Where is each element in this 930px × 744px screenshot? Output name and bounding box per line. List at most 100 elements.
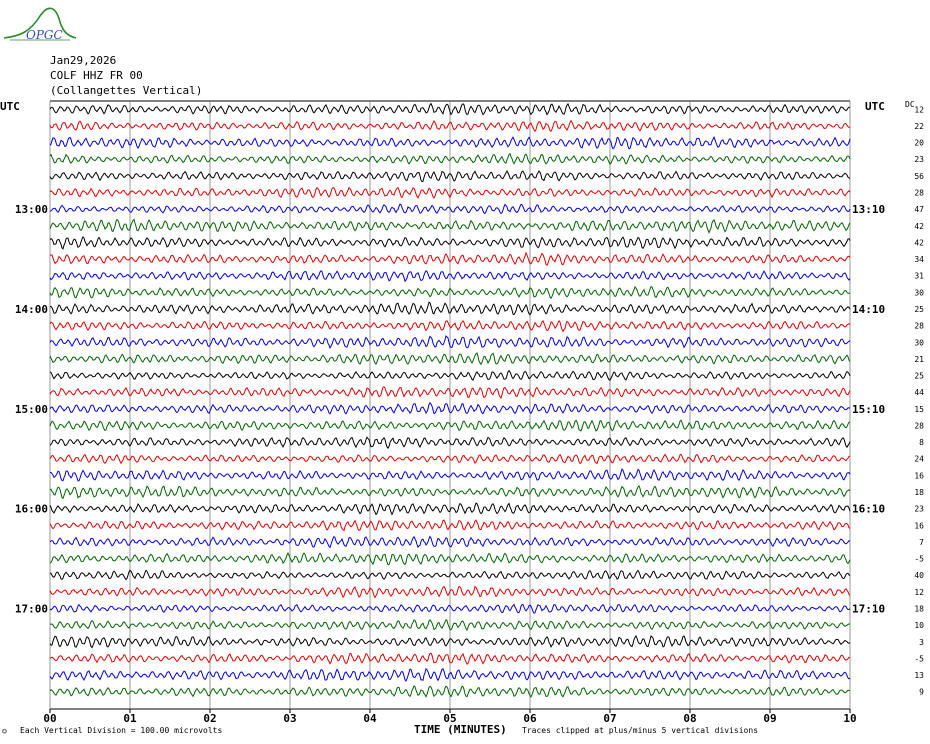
- x-tick-label: 10: [843, 712, 856, 725]
- right-hour-label: 14:10: [852, 303, 885, 316]
- dc-offset-label: 9: [919, 688, 924, 697]
- dc-offset-label: 3: [919, 638, 924, 647]
- seismic-trace: [49, 203, 851, 215]
- seismic-trace: [49, 119, 851, 133]
- dc-label: DC: [905, 100, 915, 109]
- dc-offset-label: 18: [914, 488, 924, 497]
- dc-offset-label: 47: [914, 205, 924, 214]
- seismic-trace: [49, 502, 851, 516]
- dc-offset-label: 13: [914, 671, 924, 680]
- seismic-trace: [49, 585, 851, 599]
- dc-offset-label: 23: [914, 505, 924, 514]
- x-tick-label: 00: [43, 712, 56, 725]
- x-tick-label: 09: [763, 712, 776, 725]
- seismic-trace: [49, 170, 851, 183]
- x-tick-label: 02: [203, 712, 216, 725]
- clip-note: Traces clipped at plus/minus 5 vertical …: [522, 726, 759, 735]
- right-hour-label: 15:10: [852, 403, 885, 416]
- dc-offset-label: 56: [914, 172, 924, 181]
- axis-labels: 00 01 02 03 04 05 06 07 08 09 10 12 22 20 23 56 28 47 42 42…: [15, 105, 924, 725]
- seismic-trace: [49, 402, 851, 415]
- left-hour-label: 15:00: [15, 403, 48, 416]
- dc-offset-label: 15: [914, 405, 924, 414]
- dc-offset-label: 8: [919, 438, 924, 447]
- scale-note: Each Vertical Division = 100.00 microvol…: [20, 726, 223, 735]
- dc-offset-label: 16: [914, 471, 924, 480]
- seismic-trace: [49, 468, 851, 482]
- dc-offset-label: 16: [914, 521, 924, 530]
- left-hour-label: 17:00: [15, 602, 48, 615]
- date-label: Jan29,2026: [50, 54, 117, 67]
- location-label: (Collangettes Vertical): [50, 84, 203, 97]
- opgc-logo: OPGC: [3, 7, 77, 42]
- dc-offset-label: -5: [914, 654, 924, 663]
- x-tick-label: 03: [283, 712, 296, 725]
- seismic-trace: [49, 652, 851, 665]
- x-tick-label: 01: [123, 712, 137, 725]
- left-hour-label: 16:00: [15, 503, 48, 516]
- x-tick-label: 08: [683, 712, 696, 725]
- x-axis-title: TIME (MINUTES): [414, 723, 507, 736]
- dc-offset-label: 20: [914, 139, 924, 148]
- right-hour-label: 13:10: [852, 203, 885, 216]
- dc-offset-label: 21: [914, 355, 924, 364]
- dc-offset-label: 30: [914, 338, 924, 347]
- seismic-trace: [49, 236, 851, 250]
- seismic-trace: [49, 667, 851, 683]
- seismic-trace: [49, 319, 851, 333]
- left-hour-label: 13:00: [15, 203, 48, 216]
- dc-offset-label: 44: [914, 388, 924, 397]
- x-tick-label: 07: [603, 712, 616, 725]
- seismic-trace: [49, 186, 851, 199]
- seismic-trace: [49, 519, 851, 532]
- right-hour-label: 16:10: [852, 503, 885, 516]
- x-tick-label: 05: [443, 712, 456, 725]
- dc-offset-label: 42: [914, 222, 924, 231]
- dc-offset-label: -5: [914, 555, 924, 564]
- seismic-trace: [49, 535, 851, 549]
- seismic-trace: [49, 270, 851, 283]
- seismic-traces: [49, 102, 851, 698]
- seismic-trace: [49, 453, 851, 465]
- dc-offset-label: 25: [914, 305, 924, 314]
- seismic-trace: [49, 285, 851, 300]
- dc-offset-label: 28: [914, 421, 924, 430]
- seismic-trace: [49, 618, 851, 632]
- dc-offset-label: 10: [914, 621, 924, 630]
- seismic-trace: [49, 685, 851, 698]
- seismic-trace: [49, 218, 851, 234]
- dc-offset-label: 22: [914, 122, 924, 131]
- seismic-trace: [49, 135, 851, 150]
- seismic-trace: [49, 102, 851, 116]
- seismic-trace: [49, 436, 851, 450]
- right-utc-label: UTC: [865, 100, 885, 113]
- x-tick-label: 04: [363, 712, 377, 725]
- dc-offset-label: 28: [914, 322, 924, 331]
- dc-offset-label: 12: [914, 588, 924, 597]
- seismic-trace: [49, 634, 851, 649]
- seismic-trace: [49, 335, 851, 350]
- dc-offset-label: 25: [914, 372, 924, 381]
- seismic-trace: [49, 251, 851, 267]
- logo-text: OPGC: [26, 28, 63, 42]
- seismic-trace: [49, 369, 851, 381]
- left-utc-label: UTC: [0, 100, 20, 113]
- dc-offset-label: 34: [914, 255, 924, 264]
- footer-mark: ☺: [2, 727, 7, 736]
- seismic-trace: [49, 352, 851, 366]
- seismic-trace: [49, 603, 851, 614]
- dc-offset-label: 40: [914, 571, 924, 580]
- seismic-trace: [49, 484, 851, 500]
- seismic-trace: [49, 301, 851, 316]
- seismic-trace: [49, 551, 851, 566]
- dc-offset-label: 31: [914, 272, 924, 281]
- seismic-trace: [49, 152, 851, 165]
- x-tick-label: 06: [523, 712, 537, 725]
- seismic-trace: [49, 419, 851, 432]
- dc-offset-label: 23: [914, 155, 924, 164]
- dc-offset-label: 12: [914, 105, 924, 114]
- time-grid: [49, 100, 851, 713]
- left-hour-label: 14:00: [15, 303, 48, 316]
- right-hour-label: 17:10: [852, 602, 885, 615]
